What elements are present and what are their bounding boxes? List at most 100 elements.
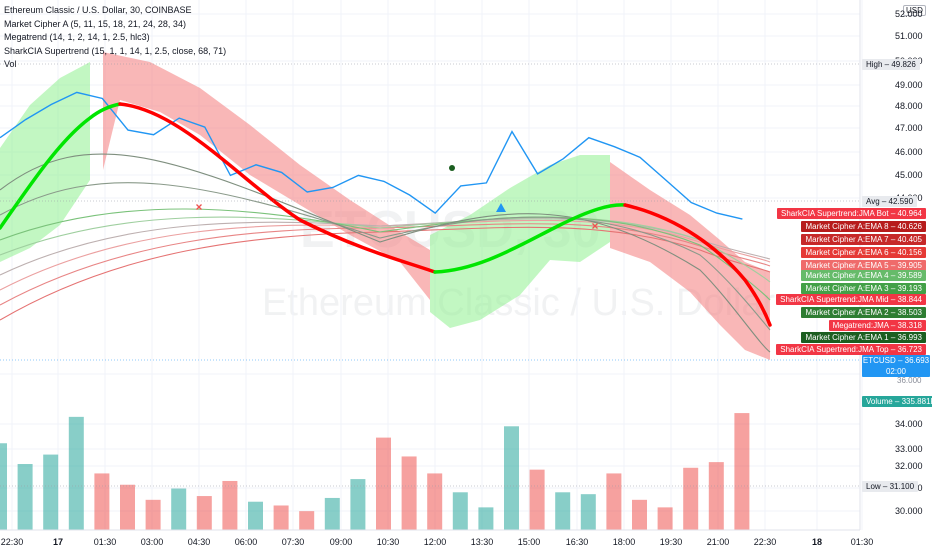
volume-bar [145,499,161,530]
price-tick-label: 34.000 [895,419,923,429]
price-line [0,91,743,220]
band-down-1 [103,52,430,300]
price-tick-label: 51.000 [895,31,923,41]
volume-bar [376,437,391,530]
low-label-text: Low [866,482,881,491]
price-tick-label: 32.000 [895,461,923,471]
time-tick-label: 15:00 [517,537,541,547]
legend-supertrend[interactable]: SharkCIA Supertrend (15, 1, 1, 14, 1, 2.… [4,45,227,56]
legend-market-cipher[interactable]: Market Cipher A (5, 11, 15, 18, 21, 24, … [4,18,186,29]
indicator-label-value: 38.503 [897,308,922,317]
indicator-price-label: Market Cipher A:EMA 6 – 40.156 [801,247,926,258]
volume-bar [580,494,596,530]
supertrend-band [0,52,770,360]
ema-line [0,153,771,353]
indicator-price-label: Market Cipher A:EMA 8 – 40.626 [801,221,926,232]
price-tick-label: 49.000 [895,80,923,90]
indicator-label-value: 38.318 [897,321,922,330]
current-price-value: 36.693 [904,356,930,365]
volume-bar [555,492,571,530]
volume-bar [171,488,187,530]
legend-megatrend[interactable]: Megatrend (14, 1, 2, 14, 1, 2.5, hlc3) [4,32,150,42]
band-up-1 [0,62,90,262]
indicator-label-text: Market Cipher A:EMA 8 [805,222,889,231]
ema-line [0,226,771,321]
indicator-price-label: Market Cipher A:EMA 7 – 40.405 [801,234,926,245]
indicator-label-value: 36.723 [897,345,922,354]
volume-bar [43,454,59,530]
time-tick-label: 19:30 [659,537,683,547]
currency-button[interactable]: USD [903,5,926,16]
signal-markers [196,165,598,229]
time-tick-label: 22:30 [0,537,24,547]
avg-label-value: 42.590 [888,197,914,206]
volume-bar [17,464,33,530]
time-tick-label: 03:00 [140,537,164,547]
current-price-tag: ETCUSD – 36.693 02:00 [862,355,930,377]
price-tick-label: 47.000 [895,123,923,133]
current-price-symbol: ETCUSD [862,356,896,365]
chart-legend: Ethereum Classic / U.S. Dollar, 30, COIN… [4,4,226,72]
high-label: High – 49.826 [862,59,920,70]
time-tick-label: 13:30 [470,537,494,547]
time-tick-label: 07:30 [281,537,305,547]
low-label-value: 31.100 [889,482,915,491]
indicator-price-label: Market Cipher A:EMA 5 – 39.905 [801,260,926,271]
volume-bar [248,501,263,530]
indicator-label-text: SharkCIA Supertrend:JMA Mid [780,295,889,304]
indicator-label-value: 39.193 [897,284,922,293]
time-tick-label: 22:30 [753,537,777,547]
megatrend-line [0,102,772,327]
volume-bar [120,484,135,530]
time-tick-label: 10:30 [376,537,400,547]
indicator-label-value: 36.993 [897,333,922,342]
high-label-text: High [866,60,883,69]
volume-bar [427,473,443,530]
volume-bar [734,413,750,530]
legend-volume[interactable]: Vol [4,59,17,69]
indicator-price-label: Megatrend:JMA – 38.318 [828,320,926,331]
indicator-label-text: Market Cipher A:EMA 1 [805,333,889,342]
price-tick-label: 46.000 [895,147,923,157]
signal-dot-marker [449,165,455,171]
volume-bar [632,499,647,530]
indicator-label-text: SharkCIA Supertrend:JMA Bot [781,209,889,218]
price-tick-label: 30.000 [895,506,923,516]
indicator-price-label: SharkCIA Supertrend:JMA Bot – 40.964 [777,208,926,219]
volume-bar [196,496,212,530]
indicator-label-value: 38.844 [897,295,922,304]
indicator-label-value: 40.156 [897,248,922,257]
sell-x-marker [592,223,598,229]
indicator-label-value: 40.405 [897,235,922,244]
indicator-label-value: 40.626 [897,222,922,231]
price-tick-label: 48.000 [895,101,923,111]
legend-symbol[interactable]: Ethereum Classic / U.S. Dollar, 30, COIN… [4,5,192,15]
avg-label-text: Avg [866,197,880,206]
volume-bar [529,469,545,530]
time-tick-label: 17 [52,537,64,547]
time-tick-label: 04:30 [187,537,211,547]
time-tick-label: 16:30 [565,537,589,547]
low-label: Low – 31.100 [862,481,919,492]
volume-label-value: 335.881K [901,397,932,406]
volume-bar [299,511,315,530]
bar-countdown: 02:00 [885,367,907,376]
volume-bar [222,480,238,530]
indicator-label-value: 39.589 [897,271,922,280]
price-tick-label: 45.000 [895,170,923,180]
price-tick-label: 52.000 [895,9,923,19]
indicator-label-text: SharkCIA Supertrend:JMA Top [780,345,889,354]
time-tick-label: 18:00 [612,537,636,547]
buy-triangle-marker [496,203,506,212]
sell-x-marker [196,204,202,210]
volume-bar [606,473,622,530]
hidden-price-label: 36.000 [897,376,922,385]
volume-bar [478,507,494,530]
ema-line [0,182,771,331]
volume-bar [350,479,366,530]
band-down-2 [610,162,770,360]
high-label-value: 49.826 [891,60,916,69]
ema-line [0,223,771,306]
